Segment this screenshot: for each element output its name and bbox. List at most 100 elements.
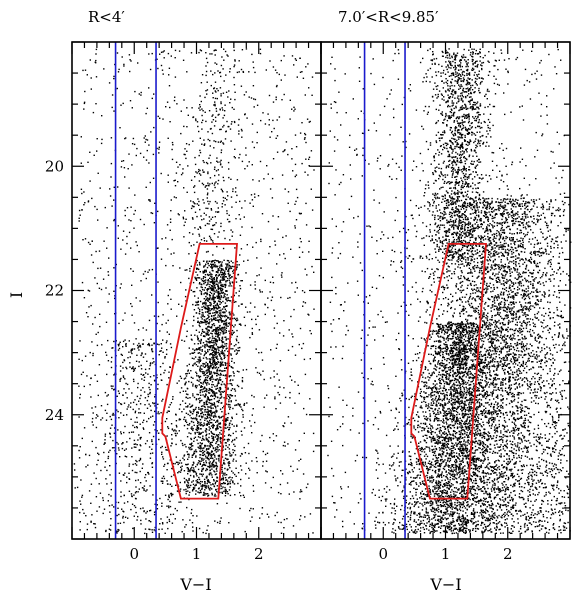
star-point xyxy=(208,338,210,340)
star-point xyxy=(204,308,207,310)
star-point xyxy=(105,321,108,323)
star-point xyxy=(236,339,238,342)
star-point xyxy=(228,461,230,463)
star-point xyxy=(199,264,201,266)
star-point xyxy=(213,433,215,436)
star-point xyxy=(148,144,150,146)
star-point xyxy=(94,277,96,279)
star-point xyxy=(287,153,289,156)
star-point xyxy=(228,214,230,216)
star-point xyxy=(164,356,166,358)
star-point xyxy=(256,142,258,144)
star-point xyxy=(209,377,212,379)
star-point xyxy=(219,288,222,290)
star-point xyxy=(200,286,202,288)
star-point xyxy=(260,119,262,122)
star-point xyxy=(148,432,151,434)
star-point xyxy=(213,288,215,290)
star-point xyxy=(211,288,214,290)
star-point xyxy=(199,442,201,444)
star-point xyxy=(240,85,243,87)
star-point xyxy=(216,302,218,305)
star-point xyxy=(207,455,210,457)
star-point xyxy=(131,392,133,394)
star-point xyxy=(186,484,188,486)
star-point xyxy=(215,170,218,172)
star-point xyxy=(137,479,139,481)
star-point xyxy=(175,430,177,432)
star-point xyxy=(226,417,229,419)
star-point xyxy=(227,263,229,265)
star-point xyxy=(199,489,202,492)
star-point xyxy=(478,194,481,197)
star-point xyxy=(456,52,459,54)
star-point xyxy=(86,523,89,525)
star-point xyxy=(207,485,210,487)
star-point xyxy=(172,462,174,465)
star-point xyxy=(467,218,469,221)
star-point xyxy=(98,483,100,485)
star-point xyxy=(90,77,92,79)
star-point xyxy=(205,185,208,187)
star-point xyxy=(209,277,211,279)
star-point xyxy=(85,466,87,468)
star-point xyxy=(132,270,134,272)
star-point xyxy=(131,305,133,308)
star-point xyxy=(175,434,177,437)
star-point xyxy=(208,466,210,468)
star-point xyxy=(215,357,218,359)
star-point xyxy=(181,339,183,341)
star-point xyxy=(273,127,275,130)
star-point xyxy=(252,408,254,410)
star-point xyxy=(129,70,131,73)
star-point xyxy=(292,525,295,527)
star-point xyxy=(239,323,242,325)
star-point xyxy=(209,482,211,484)
star-point xyxy=(204,269,206,271)
star-point xyxy=(186,107,188,109)
star-point xyxy=(206,369,208,371)
star-point xyxy=(216,279,218,282)
star-point xyxy=(184,210,186,212)
star-point xyxy=(468,74,471,76)
star-point xyxy=(169,289,171,291)
star-point xyxy=(200,291,203,293)
star-point xyxy=(224,302,227,304)
star-point xyxy=(304,132,306,135)
star-point xyxy=(202,416,204,418)
star-point xyxy=(188,446,190,449)
star-point xyxy=(113,75,115,78)
star-point xyxy=(216,426,219,428)
star-point xyxy=(148,344,151,347)
star-point xyxy=(229,453,231,455)
star-point xyxy=(191,469,194,471)
star-point xyxy=(161,477,163,479)
star-point xyxy=(493,75,495,77)
star-point xyxy=(196,479,199,481)
star-point xyxy=(311,209,314,211)
star-point xyxy=(211,333,213,335)
star-point xyxy=(180,377,183,379)
star-point xyxy=(479,255,481,257)
star-point xyxy=(98,364,101,366)
star-point xyxy=(452,202,455,204)
star-point xyxy=(201,468,203,470)
star-point xyxy=(243,316,246,318)
star-point xyxy=(203,390,205,393)
star-point xyxy=(216,88,218,90)
star-point xyxy=(223,114,226,117)
star-point xyxy=(182,400,184,402)
star-point xyxy=(186,485,188,487)
star-point xyxy=(231,282,234,284)
star-point xyxy=(225,454,227,456)
star-point xyxy=(280,296,282,299)
star-point xyxy=(168,495,170,498)
star-point xyxy=(219,374,221,376)
star-point xyxy=(225,490,227,492)
star-point xyxy=(99,267,102,269)
star-point xyxy=(192,429,194,432)
star-point xyxy=(229,462,231,464)
star-point xyxy=(207,411,209,413)
star-point xyxy=(173,474,175,476)
star-point xyxy=(115,531,118,533)
